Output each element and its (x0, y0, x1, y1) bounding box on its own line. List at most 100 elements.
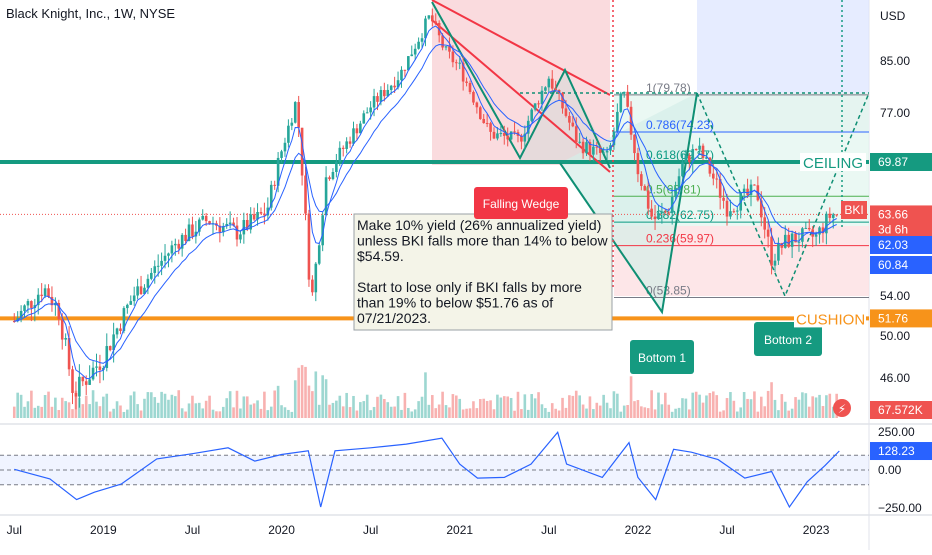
candle-body (283, 142, 287, 152)
volume-bar (766, 390, 770, 418)
volume-bar (156, 402, 160, 418)
volume-bar (753, 391, 756, 418)
candle-body (324, 177, 328, 216)
volume-bar (742, 392, 746, 418)
candle-body (108, 346, 112, 351)
ceiling-price-badge (870, 153, 932, 171)
volume-bar (331, 402, 335, 418)
candle-body (564, 108, 568, 116)
candle-body (530, 109, 533, 121)
volume-bar (681, 398, 684, 418)
candle-body (266, 207, 270, 216)
candle-body (115, 328, 119, 335)
volume-bar (547, 411, 551, 418)
candle-body (537, 103, 540, 105)
candle-body (732, 211, 736, 213)
candle-body (468, 82, 472, 92)
candle-body (520, 135, 523, 142)
volume-bar (23, 406, 26, 418)
volume-bar (170, 394, 174, 418)
volume-bar (739, 407, 743, 418)
ema-slow-price-badge (870, 256, 932, 274)
candle-body (831, 214, 835, 218)
candle-body (30, 301, 33, 308)
volume-bar (153, 397, 157, 418)
candle-body (568, 115, 571, 123)
candle-body (801, 228, 804, 242)
candle-body (386, 89, 390, 97)
candle-body (705, 157, 708, 159)
volume-bar (759, 396, 763, 418)
volume-bar (245, 396, 249, 418)
volume-bar (160, 391, 163, 418)
candle-body (314, 263, 318, 293)
candle-body (84, 381, 88, 385)
candle-body (67, 338, 71, 370)
volume-bar (400, 409, 403, 418)
volume-bar (359, 402, 362, 418)
note-line: 07/21/2023. (357, 310, 431, 326)
volume-bar (12, 406, 16, 418)
candle-body (252, 214, 256, 220)
candle-body (746, 188, 749, 195)
alert-icon-glyph: ⚡ (838, 402, 846, 416)
volume-bar (633, 401, 636, 418)
candle-body (273, 184, 276, 186)
candle-body (74, 392, 78, 397)
volume-bar (571, 395, 575, 418)
volume-bar (544, 408, 547, 418)
candle-body (194, 231, 198, 237)
candle-body (657, 212, 660, 220)
candle-body (540, 90, 544, 105)
volume-bar (208, 395, 211, 418)
symbol-label: BKI (844, 203, 863, 217)
candle-body (777, 242, 780, 261)
candle-body (359, 123, 362, 134)
candle-body (592, 146, 595, 155)
volume-value-badge (870, 401, 932, 419)
candle-body (828, 213, 832, 218)
candle-body (239, 234, 242, 240)
volume-bar (825, 395, 828, 418)
volume-bar (386, 402, 390, 418)
candle-body (348, 141, 352, 144)
candle-body (362, 113, 366, 124)
candle-body (369, 107, 372, 113)
oscillator-tick-label: 250.00 (878, 425, 915, 439)
volume-bar (616, 393, 619, 418)
volume-bar (653, 409, 657, 418)
volume-bar (722, 410, 725, 418)
candle-body (317, 245, 321, 264)
volume-bar (420, 396, 424, 418)
volume-bars (12, 365, 838, 418)
oscillator-panel (0, 431, 869, 509)
candle-body (763, 217, 767, 230)
volume-bar (431, 395, 434, 418)
note-line: Make 10% yield (26% annualized yield) (357, 217, 601, 233)
candle-body (245, 219, 249, 230)
oscillator-tick-label: −250.00 (878, 501, 922, 515)
volume-bar (472, 401, 475, 418)
candle-body (170, 245, 174, 254)
candle-body (228, 222, 232, 224)
volume-bar (81, 404, 85, 418)
volume-bar (821, 406, 825, 418)
volume-bar (427, 404, 431, 418)
volume-bar (115, 401, 119, 418)
volume-bar (232, 407, 235, 418)
bottom1-label: Bottom 1 (638, 351, 686, 365)
volume-bar (376, 396, 379, 418)
candle-body (780, 242, 784, 248)
candle-body (475, 102, 479, 108)
candle-body (492, 131, 496, 139)
candle-body (263, 213, 266, 216)
volume-bar (352, 395, 355, 418)
candle-body (667, 212, 671, 214)
volume-bar (338, 395, 342, 418)
candle-body (725, 200, 729, 217)
volume-bar (259, 408, 263, 418)
candle-body (708, 157, 712, 174)
candle-body (355, 128, 359, 134)
candle-body (379, 89, 383, 102)
